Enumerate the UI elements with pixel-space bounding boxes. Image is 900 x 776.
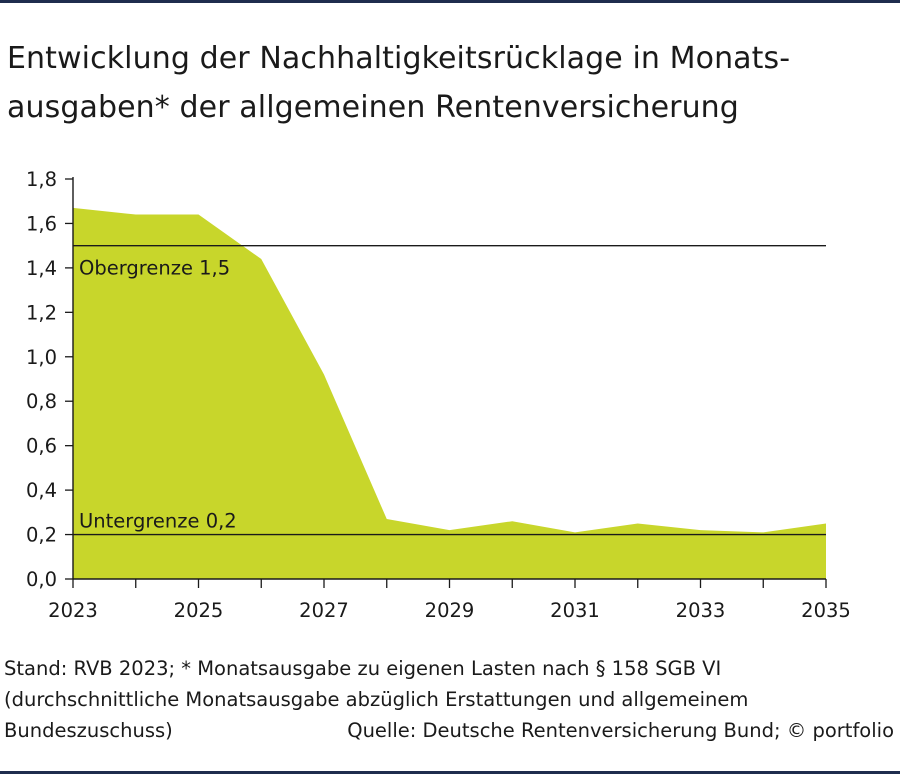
x-tick-label: 2029 — [425, 599, 475, 622]
y-tick-label: 0,0 — [26, 568, 57, 591]
title-line-2: ausgaben* der allgemeinen Rentenversiche… — [7, 90, 739, 125]
y-tick-label: 1,8 — [26, 168, 57, 191]
x-tick-label: 2025 — [174, 599, 224, 622]
footer-line-3: Bundeszuschuss) Quelle: Deutsche Rentenv… — [4, 715, 896, 746]
bottom-rule — [0, 771, 900, 774]
footer-line-2: (durchschnittliche Monatsausgabe abzügli… — [4, 688, 749, 711]
reference-label-lower: Untergrenze 0,2 — [79, 510, 237, 533]
footer-note-end: Bundeszuschuss) — [4, 719, 173, 742]
y-tick-label: 1,6 — [26, 212, 57, 235]
y-tick-label: 1,0 — [26, 346, 57, 369]
top-rule — [0, 0, 900, 3]
x-tick-label: 2027 — [299, 599, 349, 622]
y-tick-label: 0,6 — [26, 435, 57, 458]
x-tick-label: 2035 — [801, 599, 851, 622]
y-tick-label: 0,2 — [26, 524, 57, 547]
y-tick-label: 1,4 — [26, 257, 57, 280]
x-tick-label: 2031 — [550, 599, 600, 622]
reference-label-upper: Obergrenze 1,5 — [79, 257, 230, 280]
chart-title: Entwicklung der Nachhaltigkeitsrücklage … — [7, 34, 887, 132]
area-series — [73, 207, 826, 579]
y-tick-label: 0,8 — [26, 390, 57, 413]
source-credit: Quelle: Deutsche Rentenversicherung Bund… — [347, 719, 894, 742]
y-tick-label: 1,2 — [26, 301, 57, 324]
footer-line-1: Stand: RVB 2023; * Monatsausgabe zu eige… — [4, 657, 722, 680]
x-tick-label: 2023 — [48, 599, 98, 622]
y-tick-label: 0,4 — [26, 479, 57, 502]
chart-footer: Stand: RVB 2023; * Monatsausgabe zu eige… — [4, 653, 896, 746]
title-line-1: Entwicklung der Nachhaltigkeitsrücklage … — [7, 41, 791, 76]
x-tick-label: 2033 — [676, 599, 726, 622]
